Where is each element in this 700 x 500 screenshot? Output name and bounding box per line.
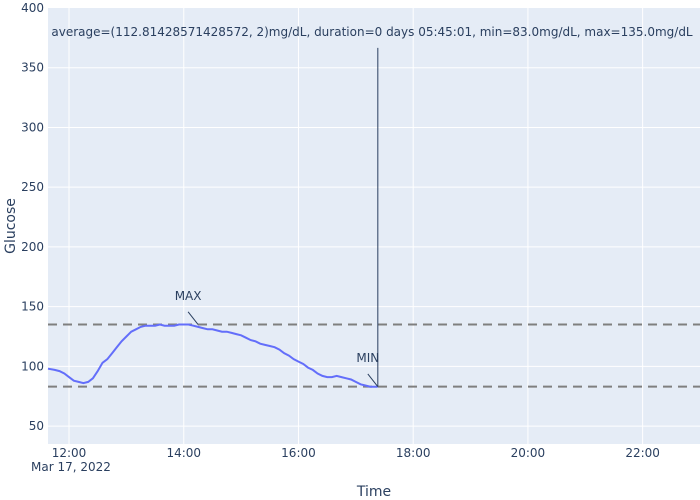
y-tick-labels: 50 100 150 200 250 300 350 400 xyxy=(21,1,44,433)
glucose-series-line xyxy=(47,323,378,388)
annotation-arrow xyxy=(187,311,199,325)
x-tick-label: 18:00 xyxy=(396,446,431,460)
x-tick-label: 16:00 xyxy=(281,446,316,460)
y-axis-title: Glucose xyxy=(3,198,19,254)
grid xyxy=(48,8,700,444)
y-tick-label: 100 xyxy=(21,359,44,373)
annotation-label: MAX xyxy=(175,289,202,303)
y-tick-label: 50 xyxy=(29,419,44,433)
x-tick-labels: 12:00 14:00 16:00 18:00 20:00 22:00 xyxy=(52,446,660,460)
annotation-label: MIN xyxy=(356,351,379,365)
x-tick-label: 12:00 xyxy=(52,446,87,460)
annotation-arrow xyxy=(367,373,379,387)
y-tick-label: 300 xyxy=(21,120,44,134)
x-tick-label: 20:00 xyxy=(511,446,546,460)
x-tick-date-label: Mar 17, 2022 xyxy=(31,460,111,474)
y-tick-label: 400 xyxy=(21,1,44,15)
y-tick-label: 250 xyxy=(21,180,44,194)
y-tick-label: 350 xyxy=(21,61,44,75)
y-tick-label: 150 xyxy=(21,300,44,314)
x-tick-label: 14:00 xyxy=(166,446,201,460)
y-tick-label: 200 xyxy=(21,240,44,254)
plot-background xyxy=(48,8,700,444)
x-tick-label: 22:00 xyxy=(625,446,660,460)
x-axis-title: Time xyxy=(356,484,391,500)
annotation-label: average=(112.81428571428572, 2)mg/dL, du… xyxy=(51,25,693,39)
annotations: average=(112.81428571428572, 2)mg/dL, du… xyxy=(51,25,693,387)
